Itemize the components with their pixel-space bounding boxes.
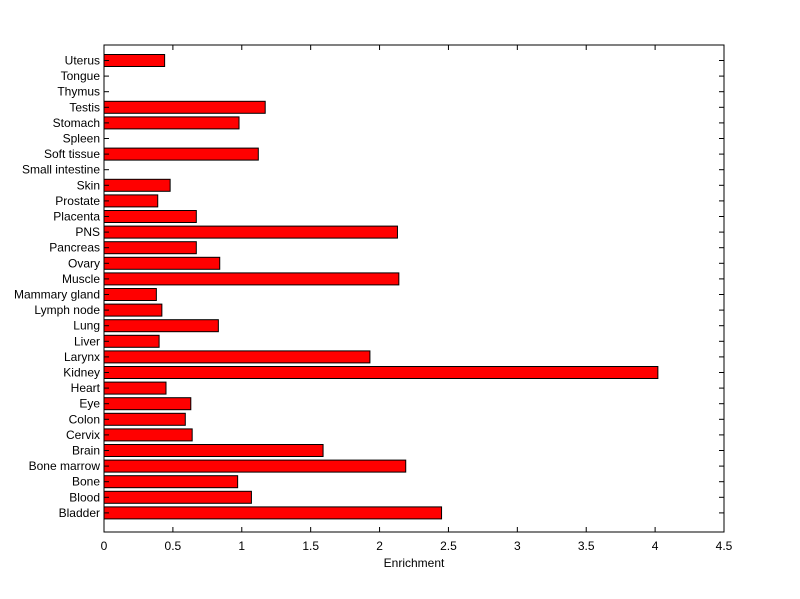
y-tick-label: Tongue (61, 69, 101, 83)
bar-liver (103, 334, 160, 348)
bar-lymph-node (103, 303, 163, 317)
bar-ovary (103, 256, 221, 270)
bar-uterus (103, 54, 166, 67)
bar-pns (103, 225, 398, 239)
bar-kidney (103, 366, 659, 379)
y-tick-label: Brain (72, 444, 100, 458)
y-tick-label: Small intestine (22, 163, 100, 177)
y-tick-label: Liver (74, 334, 100, 348)
y-tick-label: Eye (79, 397, 100, 411)
x-tick-label: 1.5 (302, 539, 319, 553)
x-tick-label: 0 (101, 539, 108, 553)
x-tick-label: 4 (652, 539, 659, 553)
bar-prostate (103, 194, 159, 208)
y-tick-label: Prostate (55, 194, 100, 208)
bar-eye (103, 397, 192, 411)
y-tick-label: Soft tissue (44, 147, 100, 161)
bar-testis (103, 100, 266, 114)
bar-stomach (103, 116, 240, 130)
y-tick-label: Bone marrow (29, 459, 101, 473)
bar-cervix (103, 428, 193, 442)
y-tick-label: Mammary gland (14, 288, 100, 302)
y-tick-label: PNS (75, 225, 100, 239)
y-tick-label: Uterus (65, 54, 100, 68)
y-tick-label: Thymus (57, 85, 100, 99)
y-tick-label: Cervix (66, 428, 100, 442)
bar-skin (103, 178, 171, 192)
y-tick-label: Testis (69, 100, 100, 114)
bar-bone (103, 475, 239, 489)
bar-muscle (103, 272, 400, 286)
plot-frame (103, 44, 725, 533)
y-tick-label: Heart (71, 381, 101, 395)
y-tick-label: Muscle (62, 272, 100, 286)
bar-colon (103, 412, 186, 426)
bar-mammary-gland (103, 288, 157, 301)
bar-soft-tissue (103, 147, 259, 161)
bar-bone-marrow (103, 459, 407, 473)
y-tick-label: Kidney (63, 366, 100, 380)
bar-blood (103, 490, 252, 504)
y-tick-label: Stomach (53, 116, 100, 130)
x-tick-label: 2 (376, 539, 383, 553)
x-tick-label: 4.5 (716, 539, 733, 553)
bar-placenta (103, 210, 197, 223)
y-tick-label: Lung (73, 319, 100, 333)
y-tick-label: Larynx (64, 350, 100, 364)
bar-heart (103, 381, 167, 395)
y-tick-label: Lymph node (34, 303, 100, 317)
x-tick-label: 2.5 (440, 539, 457, 553)
x-tick-label: 1 (238, 539, 245, 553)
bar-larynx (103, 350, 371, 364)
y-tick-label: Skin (77, 178, 100, 192)
x-tick-label: 3 (514, 539, 521, 553)
bar-brain (103, 444, 324, 457)
bar-pancreas (103, 241, 197, 255)
x-axis-ticks: 0 0.5 1 1.5 2 2.5 3 3.5 4 4.5 (101, 45, 733, 553)
y-tick-label: Spleen (63, 132, 100, 146)
x-tick-label: 3.5 (578, 539, 595, 553)
y-tick-label: Bladder (59, 506, 100, 520)
y-tick-label: Colon (69, 412, 100, 426)
y-tick-label: Bone (72, 475, 100, 489)
y-tick-label: Ovary (68, 256, 100, 270)
y-tick-label: Placenta (53, 210, 100, 224)
y-tick-label: Blood (69, 490, 100, 504)
x-axis-label: Enrichment (384, 556, 445, 570)
bar-lung (103, 319, 219, 333)
y-tick-label: Pancreas (49, 241, 100, 255)
x-tick-label: 0.5 (165, 539, 182, 553)
bar-bladder (103, 506, 443, 520)
